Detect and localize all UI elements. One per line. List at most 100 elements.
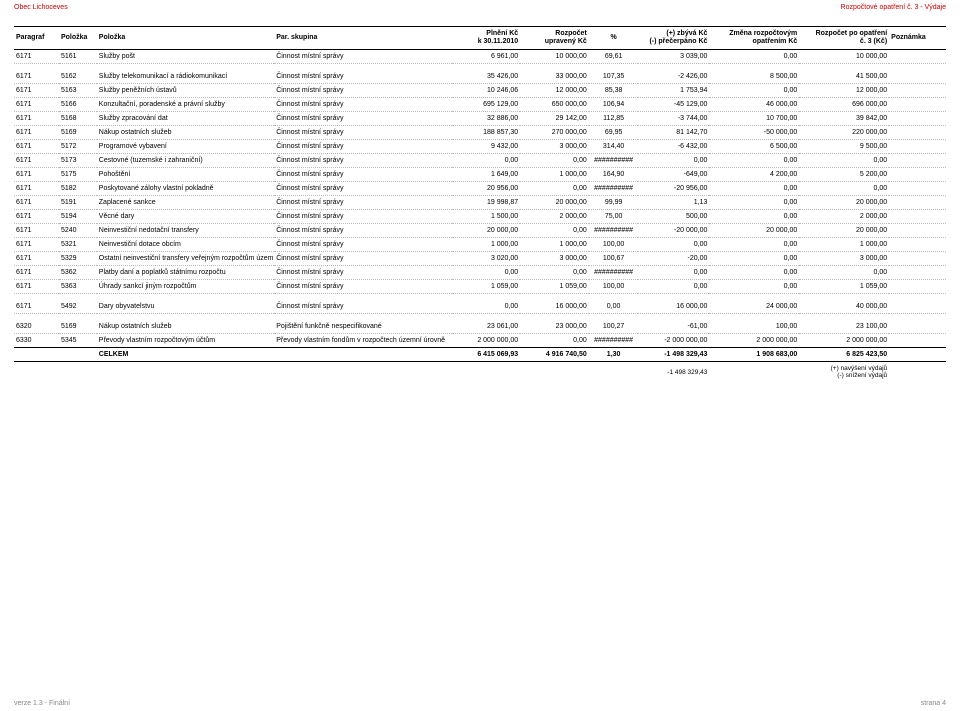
cell: 12 000,00 bbox=[799, 84, 889, 98]
cell: 6171 bbox=[14, 154, 59, 168]
cell: 5345 bbox=[59, 334, 97, 348]
cell: 0,00 bbox=[638, 266, 709, 280]
cell: 5362 bbox=[59, 266, 97, 280]
cell: 0,00 bbox=[520, 154, 589, 168]
cell: 99,99 bbox=[589, 196, 639, 210]
cell: 314,40 bbox=[589, 140, 639, 154]
cell: 23 100,00 bbox=[799, 320, 889, 334]
cell: 6171 bbox=[14, 50, 59, 64]
cell: 1 000,00 bbox=[452, 238, 521, 252]
cell: 0,00 bbox=[589, 300, 639, 314]
cell: 3 000,00 bbox=[520, 140, 589, 154]
cell: 75,00 bbox=[589, 210, 639, 224]
cell: 0,00 bbox=[638, 280, 709, 294]
cell: 5321 bbox=[59, 238, 97, 252]
cell: 1 000,00 bbox=[520, 238, 589, 252]
cell: 5172 bbox=[59, 140, 97, 154]
cell: 6330 bbox=[14, 334, 59, 348]
cell: -20 000,00 bbox=[638, 224, 709, 238]
table-row: 61715362Platby daní a poplatků státnímu … bbox=[14, 266, 946, 280]
cell bbox=[889, 238, 946, 252]
cell: 100,67 bbox=[589, 252, 639, 266]
cell: Činnost místní správy bbox=[274, 196, 451, 210]
cell bbox=[59, 348, 97, 362]
cell: Pojištění funkčně nespecifikované bbox=[274, 320, 451, 334]
cell: 1 500,00 bbox=[452, 210, 521, 224]
cell: -61,00 bbox=[638, 320, 709, 334]
cell: 85,38 bbox=[589, 84, 639, 98]
table-row: 61715194Věcné daryČinnost místní správy1… bbox=[14, 210, 946, 224]
cell bbox=[889, 126, 946, 140]
cell: -45 129,00 bbox=[638, 98, 709, 112]
footnote-cell bbox=[520, 362, 589, 383]
table-row: 61715191Zaplacené sankceČinnost místní s… bbox=[14, 196, 946, 210]
cell: 0,00 bbox=[709, 154, 799, 168]
cell: -2 426,00 bbox=[638, 70, 709, 84]
cell: 270 000,00 bbox=[520, 126, 589, 140]
footnote-row: -1 498 329,43(+) navýšení výdajů(-) sníž… bbox=[14, 362, 946, 383]
cell: 0,00 bbox=[638, 154, 709, 168]
cell bbox=[889, 140, 946, 154]
cell: 2 000,00 bbox=[520, 210, 589, 224]
cell: 112,85 bbox=[589, 112, 639, 126]
cell bbox=[889, 320, 946, 334]
cell: 0,00 bbox=[709, 84, 799, 98]
cell: 696 000,00 bbox=[799, 98, 889, 112]
cell: ########## bbox=[589, 154, 639, 168]
cell: 32 886,00 bbox=[452, 112, 521, 126]
col-zbyva: (+) zbývá Kč(-) přečerpáno Kč bbox=[638, 27, 709, 50]
cell: 5162 bbox=[59, 70, 97, 84]
cell: 8 500,00 bbox=[709, 70, 799, 84]
cell: 100,00 bbox=[709, 320, 799, 334]
cell: 39 842,00 bbox=[799, 112, 889, 126]
cell: 16 000,00 bbox=[520, 300, 589, 314]
cell bbox=[889, 348, 946, 362]
cell: Činnost místní správy bbox=[274, 70, 451, 84]
table-row: 61715240Neinvestiční nedotační transfery… bbox=[14, 224, 946, 238]
cell: 0,00 bbox=[452, 154, 521, 168]
cell bbox=[889, 266, 946, 280]
cell: -20 956,00 bbox=[638, 182, 709, 196]
footnote-cell bbox=[452, 362, 521, 383]
col-poznamka: Poznámka bbox=[889, 27, 946, 50]
cell: 6171 bbox=[14, 266, 59, 280]
cell: 10 000,00 bbox=[799, 50, 889, 64]
cell: 5 200,00 bbox=[799, 168, 889, 182]
cell: Činnost místní správy bbox=[274, 140, 451, 154]
cell: 20 000,00 bbox=[709, 224, 799, 238]
cell: -649,00 bbox=[638, 168, 709, 182]
cell bbox=[14, 348, 59, 362]
table-row: 61715182Poskytované zálohy vlastní pokla… bbox=[14, 182, 946, 196]
cell: 6171 bbox=[14, 196, 59, 210]
cell: 4 916 740,50 bbox=[520, 348, 589, 362]
cell: -6 432,00 bbox=[638, 140, 709, 154]
cell: 0,00 bbox=[709, 182, 799, 196]
cell: Činnost místní správy bbox=[274, 300, 451, 314]
cell: 1 649,00 bbox=[452, 168, 521, 182]
cell: 20 000,00 bbox=[520, 196, 589, 210]
cell: 24 000,00 bbox=[709, 300, 799, 314]
cell: 500,00 bbox=[638, 210, 709, 224]
cell: Činnost místní správy bbox=[274, 182, 451, 196]
cell: 0,00 bbox=[452, 300, 521, 314]
cell: 5166 bbox=[59, 98, 97, 112]
footnote-cell bbox=[97, 362, 274, 383]
cell bbox=[889, 196, 946, 210]
cell: 6171 bbox=[14, 210, 59, 224]
cell: Věcné dary bbox=[97, 210, 274, 224]
cell: 5182 bbox=[59, 182, 97, 196]
cell: -50 000,00 bbox=[709, 126, 799, 140]
footnote-cell: -1 498 329,43 bbox=[638, 362, 709, 383]
cell: ########## bbox=[589, 334, 639, 348]
cell: 100,27 bbox=[589, 320, 639, 334]
budget-table: Paragraf Položka Položka Par. skupina Pl… bbox=[14, 26, 946, 382]
cell: 20 000,00 bbox=[799, 224, 889, 238]
cell: 650 000,00 bbox=[520, 98, 589, 112]
cell: Nákup ostatních služeb bbox=[97, 320, 274, 334]
header-right: Rozpočtové opatření č. 3 - Výdaje bbox=[841, 4, 946, 11]
cell: Pohoštění bbox=[97, 168, 274, 182]
cell: 6171 bbox=[14, 224, 59, 238]
cell: Neinvestiční dotace obcím bbox=[97, 238, 274, 252]
cell: 5329 bbox=[59, 252, 97, 266]
cell: Cestovné (tuzemské i zahraniční) bbox=[97, 154, 274, 168]
